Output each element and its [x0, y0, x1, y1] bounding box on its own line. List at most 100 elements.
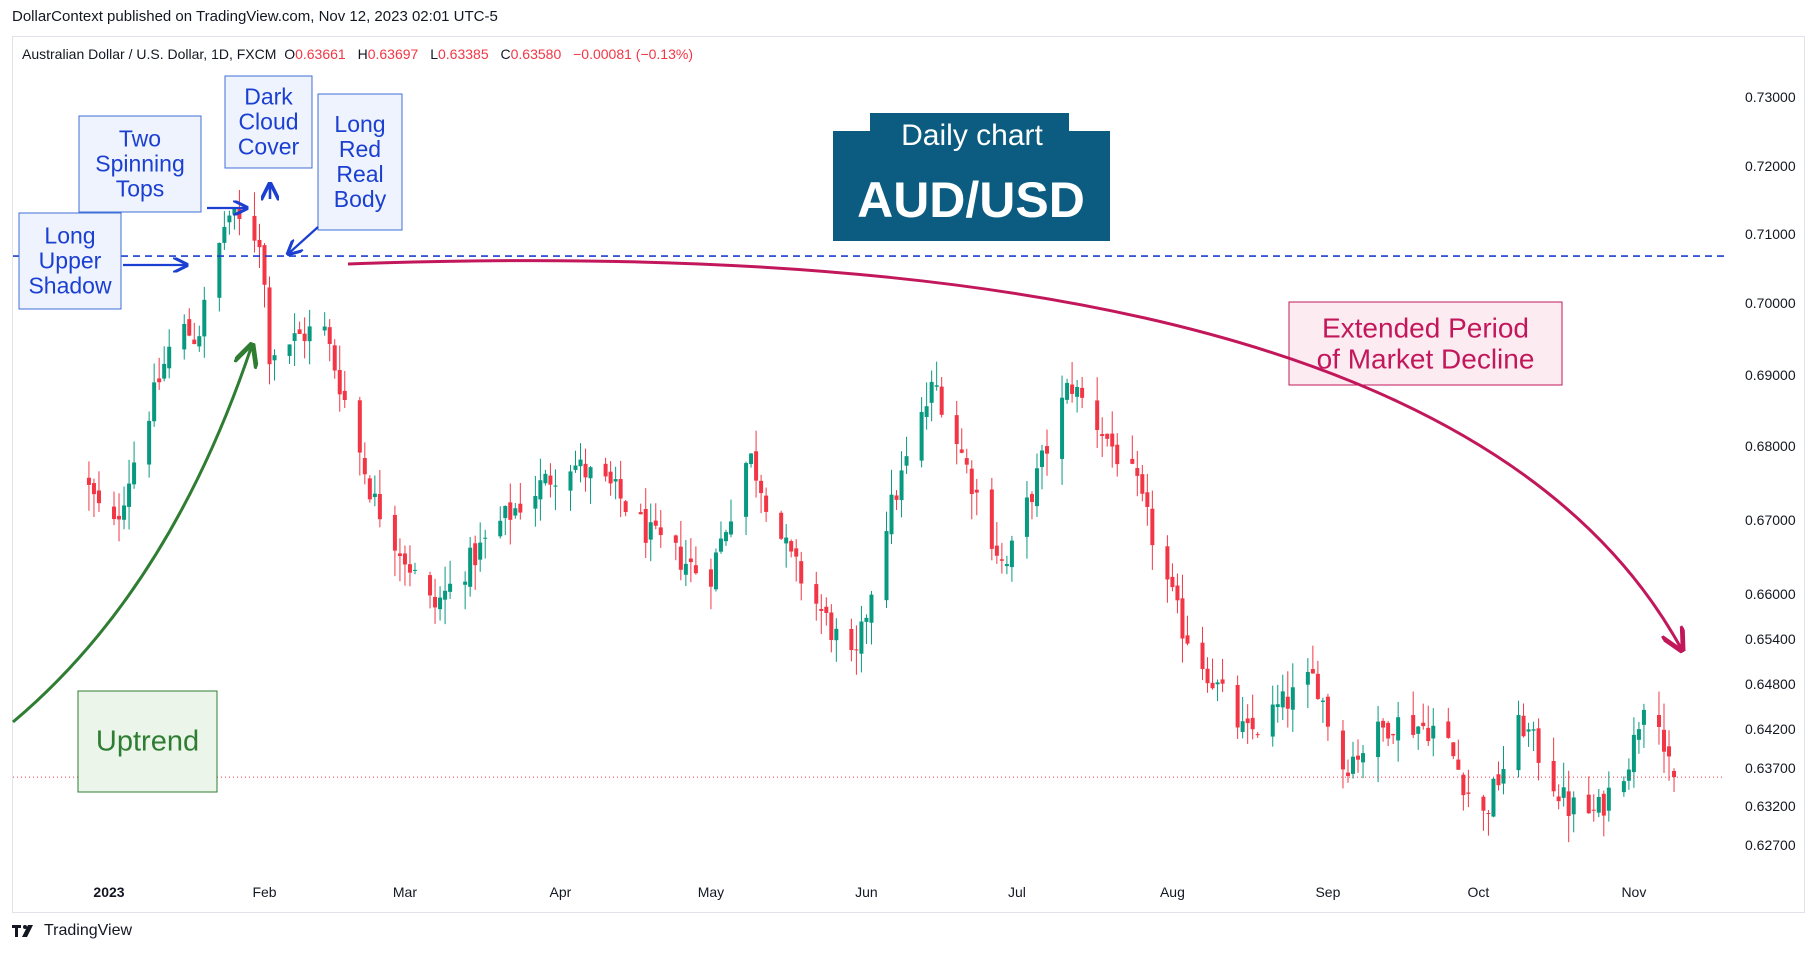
- annotation-two-spinning-tops: Two Spinning Tops: [78, 115, 202, 213]
- close-value: 0.63580: [510, 46, 562, 62]
- candle-body: [1105, 433, 1110, 439]
- x-tick-label: Nov: [1621, 884, 1646, 900]
- candle-body: [1606, 787, 1611, 811]
- candle-body: [889, 494, 894, 535]
- candle-body: [1516, 715, 1521, 771]
- annotation-long-red-real-body-text: Long Red Real Body: [334, 111, 387, 212]
- candle-body: [1115, 444, 1120, 465]
- candle-body: [1135, 468, 1140, 476]
- candle-body: [919, 411, 924, 461]
- annotation-dark-cloud-cover-text: Dark Cloud Cover: [238, 84, 300, 160]
- candle-body: [1571, 797, 1576, 815]
- annotation-uptrend-text: Uptrend: [96, 726, 199, 758]
- candle-body: [1165, 546, 1170, 580]
- candle-body: [959, 449, 964, 453]
- change-value: −0.00081 (−0.13%): [573, 46, 693, 62]
- candle-body: [1255, 734, 1260, 736]
- overlays: [13, 255, 1725, 778]
- x-tick-label: Feb: [252, 884, 276, 900]
- candle-body: [1095, 400, 1100, 430]
- candle-body: [1641, 709, 1646, 725]
- candle-body: [974, 489, 979, 493]
- candle-body: [222, 226, 227, 243]
- candle-body: [1305, 671, 1310, 685]
- tradingview-footer[interactable]: TradingView: [12, 922, 132, 940]
- candle-body: [152, 382, 157, 422]
- candle-body: [904, 456, 909, 466]
- candle-body: [603, 463, 608, 477]
- candle-body: [1461, 774, 1466, 796]
- candle-body: [1009, 540, 1014, 568]
- high-label: H: [357, 46, 368, 62]
- candle-body: [1426, 727, 1431, 742]
- time-axis: 2023 Feb Mar Apr May Jun Jul Aug Sep Oct Nov: [93, 884, 1646, 900]
- candle-body: [1466, 792, 1471, 794]
- candle-body: [814, 584, 819, 604]
- annotation-uptrend: Uptrend: [77, 690, 218, 793]
- candle-body: [297, 329, 302, 334]
- close-label: C: [500, 46, 511, 62]
- x-tick-label: 2023: [93, 884, 124, 900]
- candle-body: [1446, 721, 1451, 738]
- candle-body: [1411, 715, 1416, 735]
- candle-body: [1496, 774, 1501, 786]
- candle-body: [708, 569, 713, 587]
- publisher-line: DollarContext published on TradingView.c…: [12, 8, 498, 25]
- candle-body: [91, 483, 96, 495]
- candle-body: [568, 471, 573, 491]
- chart-frame[interactable]: [12, 36, 1805, 913]
- candle-body: [1376, 721, 1381, 758]
- candle-body: [713, 552, 718, 590]
- candle-body: [307, 326, 312, 342]
- candle-body: [1175, 585, 1180, 601]
- y-tick-label: 0.67000: [1745, 512, 1796, 528]
- annotation-two-spinning-tops-line: Spinning: [95, 151, 185, 177]
- candle-body: [272, 355, 277, 361]
- candle-body: [864, 617, 869, 622]
- candle-body: [1421, 722, 1426, 727]
- candle-body: [513, 508, 518, 516]
- candle-body: [819, 608, 824, 611]
- candle-body: [127, 483, 132, 507]
- arrow-uptrend: [12, 345, 252, 724]
- candle-body: [1481, 796, 1486, 811]
- candle-body: [518, 503, 523, 513]
- x-tick-label: Mar: [393, 884, 417, 900]
- candle-body: [779, 512, 784, 539]
- candle-body: [1636, 729, 1641, 740]
- candle-body: [794, 548, 799, 557]
- candle-body: [1205, 668, 1210, 684]
- candle-body: [548, 475, 553, 485]
- candle-body: [1235, 684, 1240, 728]
- annotation-dark-cloud-cover-line: Cloud: [238, 109, 298, 135]
- annotation-uptrend-box: [77, 690, 218, 793]
- candle-body: [1200, 642, 1205, 670]
- y-tick-label: 0.72000: [1745, 158, 1796, 174]
- candle-body: [1045, 446, 1050, 454]
- x-tick-label: Oct: [1468, 884, 1490, 900]
- candle-body: [252, 215, 257, 241]
- candle-body: [1451, 742, 1456, 757]
- candle-body: [1215, 682, 1220, 685]
- candle-body: [1591, 809, 1596, 811]
- candle-body: [799, 561, 804, 584]
- annotation-dark-cloud-cover-line: Cover: [238, 134, 300, 160]
- candle-body: [648, 522, 653, 540]
- candle-body: [989, 489, 994, 549]
- candle-body: [1310, 669, 1315, 674]
- candle-body: [483, 537, 488, 539]
- candle-body: [683, 563, 688, 575]
- candle-body: [849, 628, 854, 651]
- low-label: L: [430, 46, 438, 62]
- candle-body: [167, 346, 172, 369]
- annotation-long-red-real-body: Long Red Real Body: [317, 93, 403, 231]
- candle-body: [1596, 796, 1601, 813]
- y-tick-label: 0.64800: [1745, 676, 1796, 692]
- candle-body: [1345, 772, 1350, 776]
- y-tick-label: 0.70000: [1745, 295, 1796, 311]
- candle-body: [1145, 492, 1150, 507]
- candle-body: [1386, 722, 1391, 739]
- y-tick-label: 0.65400: [1745, 631, 1796, 647]
- chart-title: Daily chart: [901, 119, 1043, 152]
